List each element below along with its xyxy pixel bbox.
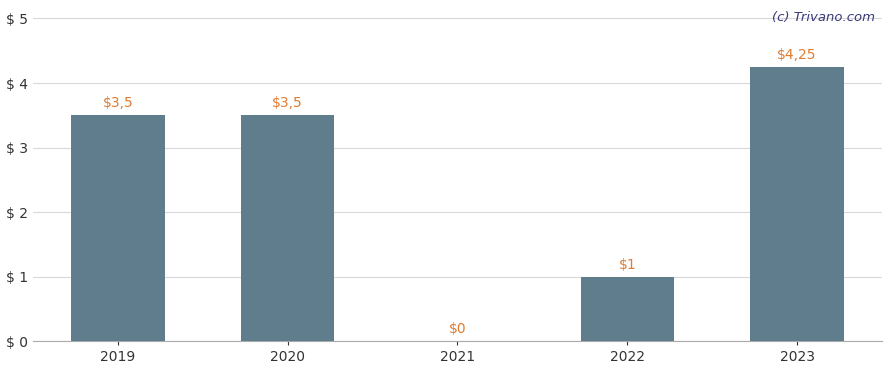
Bar	[750, 67, 844, 342]
Text: $3,5: $3,5	[273, 96, 303, 110]
Text: (c) Trivano.com: (c) Trivano.com	[772, 11, 875, 24]
Text: $3,5: $3,5	[102, 96, 133, 110]
Bar	[581, 277, 674, 342]
Text: $1: $1	[618, 258, 636, 272]
Bar	[71, 115, 164, 342]
Text: $4,25: $4,25	[777, 48, 817, 62]
Text: $0: $0	[448, 322, 466, 336]
Bar	[241, 115, 335, 342]
